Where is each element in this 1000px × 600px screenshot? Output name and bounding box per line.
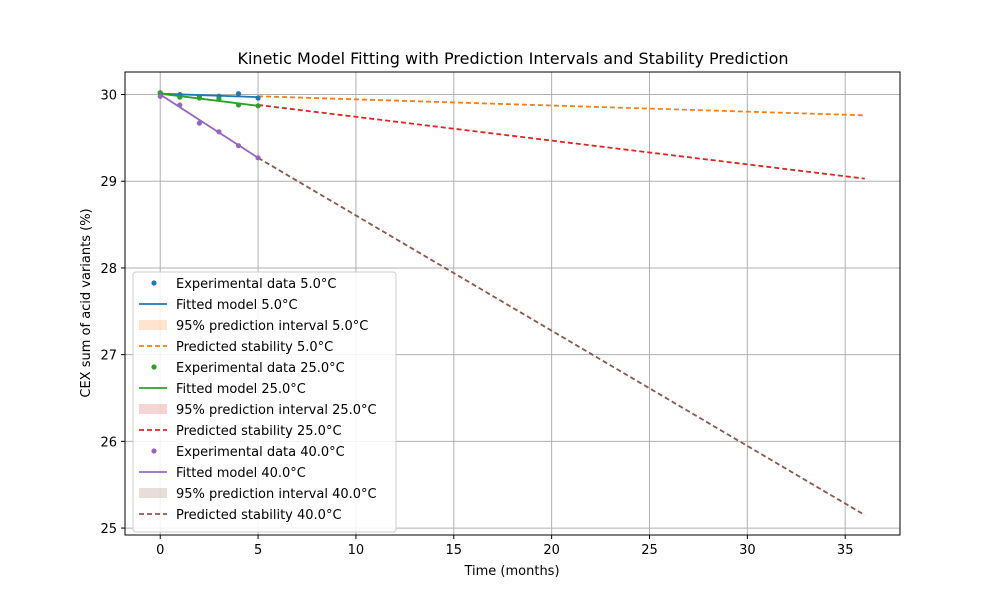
legend-key [139,488,167,498]
legend-label: Predicted stability 25.0°C [176,424,342,439]
legend-key [151,364,157,370]
predicted-stability-line [257,157,866,516]
x-tick-label: 10 [348,543,365,558]
data-point [255,95,261,101]
legend-label: 95% prediction interval 25.0°C [176,403,377,418]
data-point [235,102,242,108]
legend-label: Predicted stability 5.0°C [176,340,333,355]
legend-label: Experimental data 25.0°C [176,361,345,376]
y-tick-label: 29 [100,175,117,190]
data-point [177,94,183,100]
y-tick-label: 28 [100,262,117,277]
legend: Experimental data 5.0°C Fitted model 5.0°… [132,271,397,533]
data-point [216,129,222,135]
legend-label: Fitted model 25.0°C [176,382,306,397]
plot-frame [124,71,901,536]
data-point [196,95,202,101]
legend-key [151,280,157,286]
series-lines [159,92,866,516]
y-axis-title: CEX sum of acid variants (%) [79,208,94,397]
predicted-stability-line [258,95,865,117]
x-tick-label: 0 [156,543,164,558]
data-point [216,96,222,102]
predicted-stability-line [257,104,865,180]
axis-ticks: 0 5 10 15 20 25 30 35 25 26 27 28 29 30 [100,89,853,558]
legend-label: Experimental data 5.0°C [176,277,337,292]
x-axis-title: Time (months) [463,564,559,579]
data-point [157,93,163,99]
data-point [177,102,183,108]
data-point [255,103,261,109]
x-tick-label: 15 [446,543,463,558]
legend-key [139,320,167,330]
data-point [196,120,202,126]
legend-label: Predicted stability 40.0°C [176,508,342,523]
data-point [235,91,242,97]
x-tick-label: 30 [739,543,756,558]
legend-label: 95% prediction interval 40.0°C [176,487,377,502]
y-tick-label: 25 [100,522,117,537]
legend-label: Fitted model 40.0°C [176,466,306,481]
fitted-model-line [160,92,259,99]
legend-label: Fitted model 5.0°C [176,298,298,313]
y-tick-label: 27 [100,349,117,364]
x-tick-label: 25 [641,543,658,558]
data-point [235,143,242,149]
legend-box [132,271,397,533]
x-tick-label: 5 [254,543,262,558]
series-points [157,90,261,161]
y-tick-label: 30 [100,89,117,104]
legend-key [151,448,157,454]
y-tick-label: 26 [100,435,117,450]
legend-label: Experimental data 40.0°C [176,445,345,460]
x-tick-label: 35 [837,543,854,558]
legend-key [139,404,167,414]
chart-title: Kinetic Model Fitting with Prediction In… [237,49,788,68]
fitted-model-line [160,92,259,107]
fitted-model-line [159,93,259,159]
legend-label: 95% prediction interval 5.0°C [176,319,368,334]
data-point [255,155,261,161]
x-tick-label: 20 [543,543,560,558]
